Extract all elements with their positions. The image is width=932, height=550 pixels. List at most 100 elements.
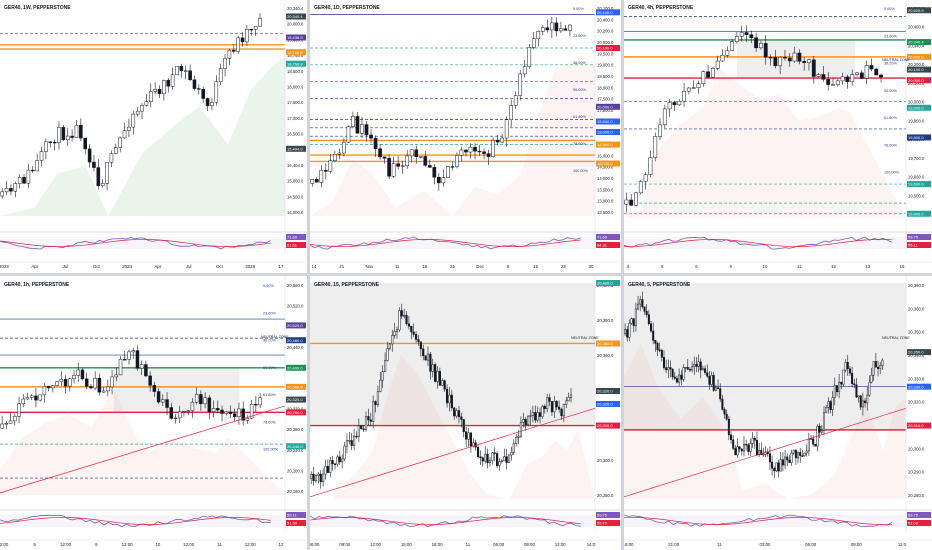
candle [139,364,144,369]
candle [775,462,778,472]
rsi-line [624,236,893,250]
price-axis-label: 20,200.0 [287,468,304,473]
candle [721,398,724,410]
chart-panel-5m[interactable]: 20,390.0 20,360.0 20,350.0 20,340.0 20,330.0… [624,277,932,550]
chart-canvas[interactable]: 20,390.020,360.020,350.020,340.020,330.0… [624,277,932,550]
price-tag [596,388,620,394]
chart-panel-1w[interactable]: 20,340.4 20,000.0 19,438.9 18,766.8 18,500.0… [0,0,307,272]
candle [771,461,774,469]
candle [38,394,42,401]
candle [803,452,806,457]
price-tag-label: 19,900.0 [908,105,924,110]
time-axis-label: Jul [63,264,69,269]
chart-canvas[interactable]: 20,340.4 20,000.0 19,438.9 18,766.8 18,500.0… [0,0,307,272]
candle [253,26,258,30]
rsi-value-label: 55.70 [597,521,608,526]
chart-title: GER40, 1h, PEPPERSTONE [4,282,70,288]
rsi-tag [596,242,620,248]
candle [39,151,44,161]
chart-canvas[interactable]: 20,100.0 20,400.0 20,200.0 20,000.0 19,500.0… [310,0,621,272]
price-tag-label: 18,000.0 [597,161,613,166]
candle [486,153,491,157]
candle [153,88,157,92]
rsi-tag [907,520,931,526]
candle [638,181,643,194]
fib-level-label: 0.00% [573,7,584,11]
chart-canvas[interactable]: 20,520.920,400.020,340.420,200.020,100.0… [624,0,932,272]
candle [701,71,706,85]
time-axis-label: 16 [533,264,538,269]
price-axis-label: 19,500.0 [597,51,614,56]
candle [165,399,169,408]
candle [178,411,182,419]
candle [845,76,850,82]
candle [861,400,864,408]
candle [144,101,149,106]
neutral-zone-label: NEUTRAL ZONE [571,336,599,340]
candle [249,29,254,31]
panel-divider-horizontal[interactable] [0,273,932,276]
candle [853,383,856,386]
candle [829,401,832,410]
chart-panel-1h[interactable]: 20,560.0 20,520.0 20,480.0 20,440.0 20,400.0… [0,277,307,550]
candle [879,74,883,78]
chart-panel-15m[interactable]: 20,400.020,380.020,360.020,340.020,320.0… [310,277,621,550]
price-axis-label: 13,500.0 [597,187,614,192]
candle [61,127,66,140]
candle [658,349,661,351]
candle [48,141,53,143]
candle [758,43,763,49]
time-axis-label: 18 [422,264,427,269]
price-tag [907,7,931,14]
candle [13,183,18,192]
chart-panel-4h[interactable]: 20,520.920,400.020,340.420,200.020,100.0… [624,0,932,272]
price-axis-label: 20,350.0 [908,330,925,335]
candle [835,80,840,85]
candle [667,367,670,371]
time-axis-label: 09:00 [339,542,351,547]
chart-panel-1d[interactable]: 20,100.0 20,400.0 20,200.0 20,000.0 19,500.0… [310,0,621,272]
candle [388,343,391,349]
price-axis-label: 13,000.0 [597,199,614,204]
time-axis-label: 11 [466,542,471,547]
time-axis-label: 12:00 [60,542,72,547]
candle [654,340,657,344]
candle [848,368,851,374]
candle [337,152,342,155]
candle [710,375,713,385]
candle [778,56,783,67]
time-axis-label: 17 [279,264,284,269]
candle [152,385,157,392]
candle [801,455,804,457]
trend-line [624,407,907,498]
candle [144,364,148,377]
candle [540,27,545,32]
candle [662,108,667,126]
candle [719,388,722,400]
candle [477,150,482,153]
candle [662,357,666,368]
price-tag [286,49,306,56]
candle [199,394,203,405]
price-axis-label: 17,000.0 [287,116,304,121]
candle [560,408,563,417]
candle [562,404,565,417]
rsi-tag [286,234,306,240]
price-axis-label: 20,320.0 [908,400,925,405]
chart-canvas[interactable]: 20,400.020,380.020,360.020,340.020,320.0… [310,277,621,550]
candle [527,415,530,426]
candle [376,391,380,406]
price-axis-label: 20,000.0 [287,22,304,27]
rsi-value-label: 71.69 [597,235,608,240]
candle [236,37,240,52]
time-axis-label: Oct [93,264,101,269]
candle [360,425,363,430]
candle [563,28,568,31]
candle [391,163,396,177]
candle [373,137,378,149]
candle [745,444,748,446]
candle [675,378,678,383]
candle [205,98,210,106]
time-axis-label: 12:00 [370,542,382,547]
chart-canvas[interactable]: 20,560.0 20,520.0 20,480.0 20,440.0 20,400.0… [0,277,307,550]
